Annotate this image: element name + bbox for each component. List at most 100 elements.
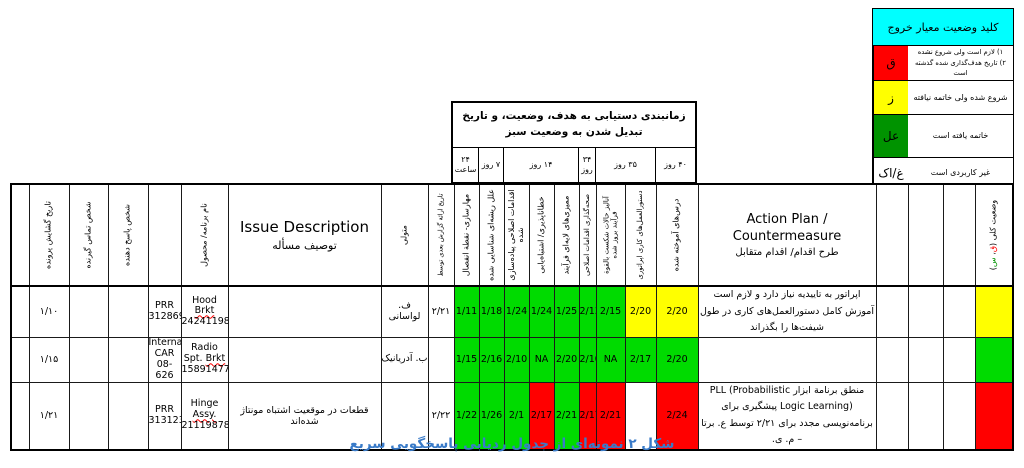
cell-customer-date (942, 336, 976, 383)
cell-owner: ب. آدریانیک (380, 336, 429, 383)
cell-step-corrective: 2/10 (503, 336, 530, 383)
cell-program: Hood Brkt 24241198 (180, 285, 229, 338)
cell-step-error-proofing: 2/17 (528, 381, 555, 451)
cell-step-root-cause: 1/18 (478, 285, 505, 338)
cell-eta (875, 285, 909, 338)
hdr-step-lpa-label: ممیزی‌های لایه‌ای فرآیند (561, 195, 571, 275)
day-label-34d: ۳۴ روز (578, 148, 595, 182)
exit-criteria-legend: کلید وضعیت معیار خروج ق ۱) لازم است ولی … (872, 8, 1014, 188)
legend-desc-green: خاتمه یافته است (932, 131, 989, 140)
cell-action-plan (697, 336, 877, 383)
hdr-step-root-cause-label: علل ریشه‌ای شناسایی شده (486, 189, 496, 281)
hdr-blank-a (10, 183, 30, 287)
cell-step-lessons: 2/24 (655, 381, 699, 451)
day-label-35d: ۳۵ روز (595, 148, 655, 182)
cell-next-report (427, 336, 455, 383)
cell-caller (68, 381, 109, 451)
cell-issue (227, 336, 382, 383)
hdr-issue: Issue Description توصیف مسأله (227, 183, 382, 287)
cell-case-no: PRR 312869 (147, 285, 182, 338)
cell-step-corrective: 2/1 (503, 381, 530, 451)
hdr-step-instructions: دستورالعمل‌های کاری اپراتوری (624, 183, 657, 287)
cell-actual (907, 381, 944, 451)
hdr-step-validation: صحه‌گذاری اقدامات اصلاحی (578, 183, 597, 287)
cell-case-no: Internal CAR 08-626 (147, 336, 182, 383)
cell-responder (107, 285, 149, 338)
cell-caller (68, 336, 109, 383)
cell-step-instructions: 2/17 (624, 336, 657, 383)
timeline-title: زمانبندی دستیابی به هدف، وضعیت، و تاریخ … (453, 103, 695, 148)
hdr-action-fa: طرح اقدام/ اقدام متقابل (735, 246, 839, 258)
hdr-caller: شخص تماس گیرنده (68, 183, 109, 287)
hdr-next-report: تاریخ ارائة گزارش بعدی توسط (427, 183, 455, 287)
cell-caller (68, 285, 109, 338)
cell-overall-status (974, 336, 1014, 383)
hdr-step-lpa: ممیزی‌های لایه‌ای فرآیند (553, 183, 580, 287)
cell-overall-status (974, 285, 1014, 338)
cell-eta (875, 336, 909, 383)
legend-row-yellow: ز شروع شده ولی خاتمه نیافته (873, 81, 1013, 115)
cell-customer-date (942, 285, 976, 338)
cell-step-containment: 1/22 (453, 381, 480, 451)
cell-action-plan: اپراتور به تاییدیه نیاز دارد و لازم است … (697, 285, 877, 338)
cell-step-instructions (624, 381, 657, 451)
hdr-step-containment-label: مهارسازی- نقطة انفصال (461, 193, 471, 277)
hdr-open-date-label: تاریخ گشایش پرونده (43, 201, 53, 269)
cell-actual (907, 285, 944, 338)
hdr-step-corrective: اقدامات اصلاحی پیاده‌سازی شده (503, 183, 530, 287)
hdr-program: نام برنامه/ محصول (180, 183, 229, 287)
legend-desc-na: غیر کاربردی است (930, 167, 991, 177)
cell-step-lpa: 1/25 (553, 285, 580, 338)
cell-blank (10, 336, 30, 383)
cell-step-root-cause: 1/26 (478, 381, 505, 451)
legend-code-green: عل (873, 115, 908, 157)
cell-next-report: ۲/۲۱ (427, 285, 455, 338)
cell-step-pfmea: 2/21 (595, 381, 626, 451)
cell-step-containment: 1/15 (453, 336, 480, 383)
hdr-responder-label: شخص پاسخ دهنده (122, 204, 132, 266)
hdr-issue-fa: توصیف مسأله (272, 239, 337, 252)
hdr-next-report-label: تاریخ ارائة گزارش بعدی توسط (436, 193, 445, 277)
hdr-issue-en: Issue Description (240, 218, 369, 236)
cell-responder (107, 381, 149, 451)
hdr-actual (907, 183, 944, 287)
hdr-case-no (147, 183, 182, 287)
cell-issue: قطعات در موقعیت اشتباه مونتاژ شده‌اند (227, 381, 382, 451)
fast-response-table: تاریخ گشایش پرونده شخص تماس گیرنده شخص پ… (10, 183, 1014, 452)
cell-owner (380, 381, 429, 451)
cell-program: Hinge Assy. 21119878 (180, 381, 229, 451)
legend-row-green: عل خاتمه یافته است (873, 115, 1013, 158)
hdr-step-containment: مهارسازی- نقطة انفصال (453, 183, 480, 287)
hdr-step-corrective-label: اقدامات اصلاحی پیاده‌سازی شده (506, 189, 525, 281)
legend-code-red: ق (873, 46, 908, 80)
cell-step-containment: 1/11 (453, 285, 480, 338)
cell-step-lessons: 2/20 (655, 285, 699, 338)
cell-responder (107, 336, 149, 383)
cell-next-report: ۲/۲۲ (427, 381, 455, 451)
legend-row-na: غ/اک غیر کاربردی است (873, 158, 1013, 187)
day-label-7d: ۷ روز (478, 148, 503, 182)
figure-caption: شکل ۲ نمونه‌ای از جدول ردیابی پاسخگویی س… (349, 436, 675, 452)
day-label-14d: ۱۴ روز (503, 148, 578, 182)
hdr-step-error-proofing-label: خطاناپذیری/ اشتباه‌یابی (536, 196, 546, 274)
header-row: تاریخ گشایش پرونده شخص تماس گیرنده شخص پ… (10, 183, 1014, 287)
cell-step-pfmea: NA (595, 336, 626, 383)
hdr-step-lessons: درس‌های آموخته شده (655, 183, 699, 287)
hdr-program-label: نام برنامه/ محصول (199, 203, 209, 267)
legend-desc-red: ۱) لازم است ولی شروع نشده ۲) تاریخ هدف‌گ… (915, 47, 1006, 78)
cell-program: Radio Spt. Brkt 15891477 (180, 336, 229, 383)
cell-step-lpa: 2/21 (553, 381, 580, 451)
legend-code-yellow: ز (873, 81, 908, 114)
timeline-header: زمانبندی دستیابی به هدف، وضعیت، و تاریخ … (451, 101, 697, 184)
legend-title: کلید وضعیت معیار خروج (873, 9, 1013, 46)
cell-open-date: ۱/۱۵ (28, 336, 70, 383)
cell-customer-date (942, 381, 976, 451)
hdr-step-lessons-label: درس‌های آموخته شده (671, 198, 681, 272)
hdr-step-error-proofing: خطاناپذیری/ اشتباه‌یابی (528, 183, 555, 287)
cell-open-date: ۱/۱۰ (28, 285, 70, 338)
cell-step-lessons: 2/20 (655, 336, 699, 383)
cell-step-error-proofing: NA (528, 336, 555, 383)
cell-issue (227, 285, 382, 338)
cell-step-validation: 2/13 (578, 285, 597, 338)
